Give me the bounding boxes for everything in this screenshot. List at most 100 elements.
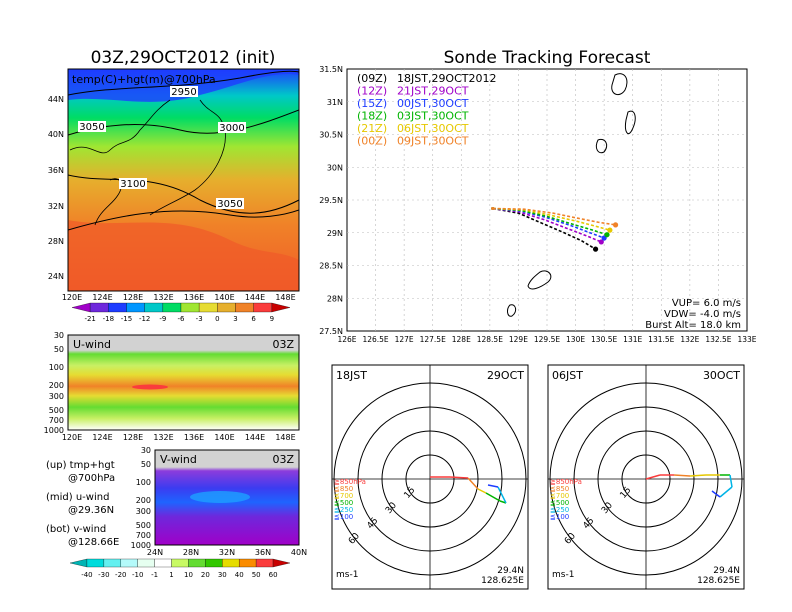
temp-color-swatch bbox=[144, 302, 163, 313]
temp-level-label: 0 bbox=[215, 315, 219, 323]
legend-text: 00JST,30OCT bbox=[397, 97, 469, 110]
legend-code: (09Z) bbox=[357, 72, 387, 85]
launch-param: Burst Alt= 18.0 km bbox=[645, 320, 741, 331]
map-field-label: temp(C)+hgt(m)@700hPa bbox=[72, 73, 216, 86]
contour-label: 3050 bbox=[217, 199, 242, 210]
map-title: 03Z,29OCT2012 (init) bbox=[91, 48, 276, 68]
wind-level-label: 50 bbox=[252, 571, 261, 579]
v-pressure-tick: 1000 bbox=[131, 541, 151, 550]
contour-label-bg bbox=[119, 178, 147, 189]
contour-label: 2950 bbox=[171, 87, 196, 98]
track-lon-tick: 130E bbox=[566, 335, 585, 344]
hodograph-date: 30OCT bbox=[703, 369, 740, 382]
u-pressure-tick: 100 bbox=[49, 363, 64, 372]
track-end-point bbox=[598, 239, 604, 245]
track-lon-tick: 132.5E bbox=[705, 335, 731, 344]
u-lon-tick: 136E bbox=[184, 433, 204, 442]
legend-code: (15Z) bbox=[357, 97, 387, 110]
hodograph-segment bbox=[497, 486, 507, 504]
legend-text: 09JST,30OCT bbox=[397, 135, 469, 148]
track-start-point bbox=[491, 207, 495, 211]
track-lat-tick: 30N bbox=[327, 163, 343, 172]
track-lon-tick: 128.5E bbox=[477, 335, 503, 344]
contour-label: 3050 bbox=[79, 122, 104, 133]
temp-color-swatch bbox=[71, 302, 91, 313]
contour-label: 3000 bbox=[219, 123, 244, 134]
legend-text: 21JST,29OCT bbox=[397, 85, 469, 98]
v-pressure-tick: 700 bbox=[136, 531, 151, 540]
track-series-line bbox=[492, 207, 616, 226]
u-lon-tick: 140E bbox=[214, 433, 234, 442]
temp-color-swatch bbox=[271, 302, 291, 313]
track-series-line bbox=[492, 207, 596, 250]
hodograph-lon: 128.625E bbox=[697, 576, 740, 586]
hodograph-segment bbox=[477, 488, 487, 494]
legend-text: 18JST,29OCT2012 bbox=[397, 72, 497, 85]
hodograph-segment bbox=[719, 486, 733, 498]
wind-color-swatch bbox=[188, 558, 206, 568]
contour-label-bg bbox=[218, 122, 246, 133]
temp-level-label: -21 bbox=[84, 315, 95, 323]
hodograph-unit: ms-1 bbox=[336, 570, 358, 580]
hodograph-level-label: ≦100 bbox=[550, 513, 569, 521]
v-pressure-tick: 200 bbox=[136, 496, 151, 505]
u-lon-tick: 132E bbox=[153, 433, 173, 442]
temp-color-swatch bbox=[126, 302, 145, 313]
track-lat-tick: 28.5N bbox=[319, 262, 343, 271]
track-lon-tick: 131.5E bbox=[648, 335, 674, 344]
u-pressure-tick: 700 bbox=[49, 416, 64, 425]
track-lon-tick: 131E bbox=[623, 335, 642, 344]
temperature-colorbar: -21 -18 -15 -12 -9 -6 -3 0 3 6 9 bbox=[71, 302, 291, 323]
v-pressure-tick: 100 bbox=[136, 478, 151, 487]
legend-code: (21Z) bbox=[357, 122, 387, 135]
legend-text: 06JST,30OCT bbox=[397, 122, 469, 135]
wind-level-label: -1 bbox=[151, 571, 158, 579]
map-lat-tick: 24N bbox=[48, 272, 64, 281]
temp-level-label: -9 bbox=[159, 315, 166, 323]
wind-level-label: -40 bbox=[81, 571, 92, 579]
hodograph-segment bbox=[711, 490, 721, 498]
track-lon-tick: 133E bbox=[737, 335, 756, 344]
map-lon-tick: 120E bbox=[62, 293, 82, 302]
note-line-b: @128.66E bbox=[68, 537, 119, 548]
wind-level-label: 10 bbox=[184, 571, 193, 579]
u-lon-tick: 124E bbox=[92, 433, 112, 442]
hodograph-level-label: ≦250 bbox=[550, 506, 569, 514]
temp-color-swatch bbox=[253, 302, 272, 313]
temp-level-label: -6 bbox=[178, 315, 186, 323]
v-pressure-tick: 50 bbox=[141, 460, 151, 469]
hodograph-level-label: ≦850 bbox=[334, 485, 353, 493]
wind-level-label: 20 bbox=[201, 571, 210, 579]
hodograph-lat: 29.4N bbox=[497, 566, 524, 576]
wind-color-swatch bbox=[103, 558, 121, 568]
wind-color-swatch bbox=[154, 558, 172, 568]
hodograph-level-label: ≦500 bbox=[550, 499, 569, 507]
track-end-point bbox=[592, 246, 599, 252]
hodograph-segment bbox=[689, 474, 707, 477]
legend-code: (18Z) bbox=[357, 110, 387, 123]
temp-color-swatch bbox=[90, 302, 109, 313]
u-pressure-tick: 500 bbox=[49, 406, 64, 415]
hodograph-level-label: ≧850hPa bbox=[550, 478, 582, 486]
map-lon-tick: 144E bbox=[245, 293, 265, 302]
contour-label-bg bbox=[216, 198, 244, 209]
wind-color-swatch bbox=[171, 558, 189, 568]
track-lat-tick: 30.5N bbox=[319, 131, 343, 140]
track-lon-tick: 127E bbox=[395, 335, 414, 344]
note-line-b: @700hPa bbox=[68, 473, 115, 484]
v-lat-tick: 32N bbox=[219, 548, 235, 557]
contour-label-bg bbox=[78, 121, 106, 132]
temp-color-swatch bbox=[235, 302, 254, 313]
u-pressure-tick: 30 bbox=[54, 331, 64, 340]
wind-color-swatch bbox=[222, 558, 240, 568]
track-lon-tick: 129E bbox=[509, 335, 528, 344]
map-lat-tick: 28N bbox=[48, 237, 64, 246]
temp-level-label: 6 bbox=[251, 315, 256, 323]
wind-level-label: -10 bbox=[132, 571, 143, 579]
v-wind-panel: V-wind 03Z bbox=[154, 449, 300, 546]
hodograph-unit: ms-1 bbox=[552, 570, 574, 580]
track-lat-tick: 31N bbox=[327, 98, 343, 107]
track-end-point bbox=[607, 227, 613, 233]
